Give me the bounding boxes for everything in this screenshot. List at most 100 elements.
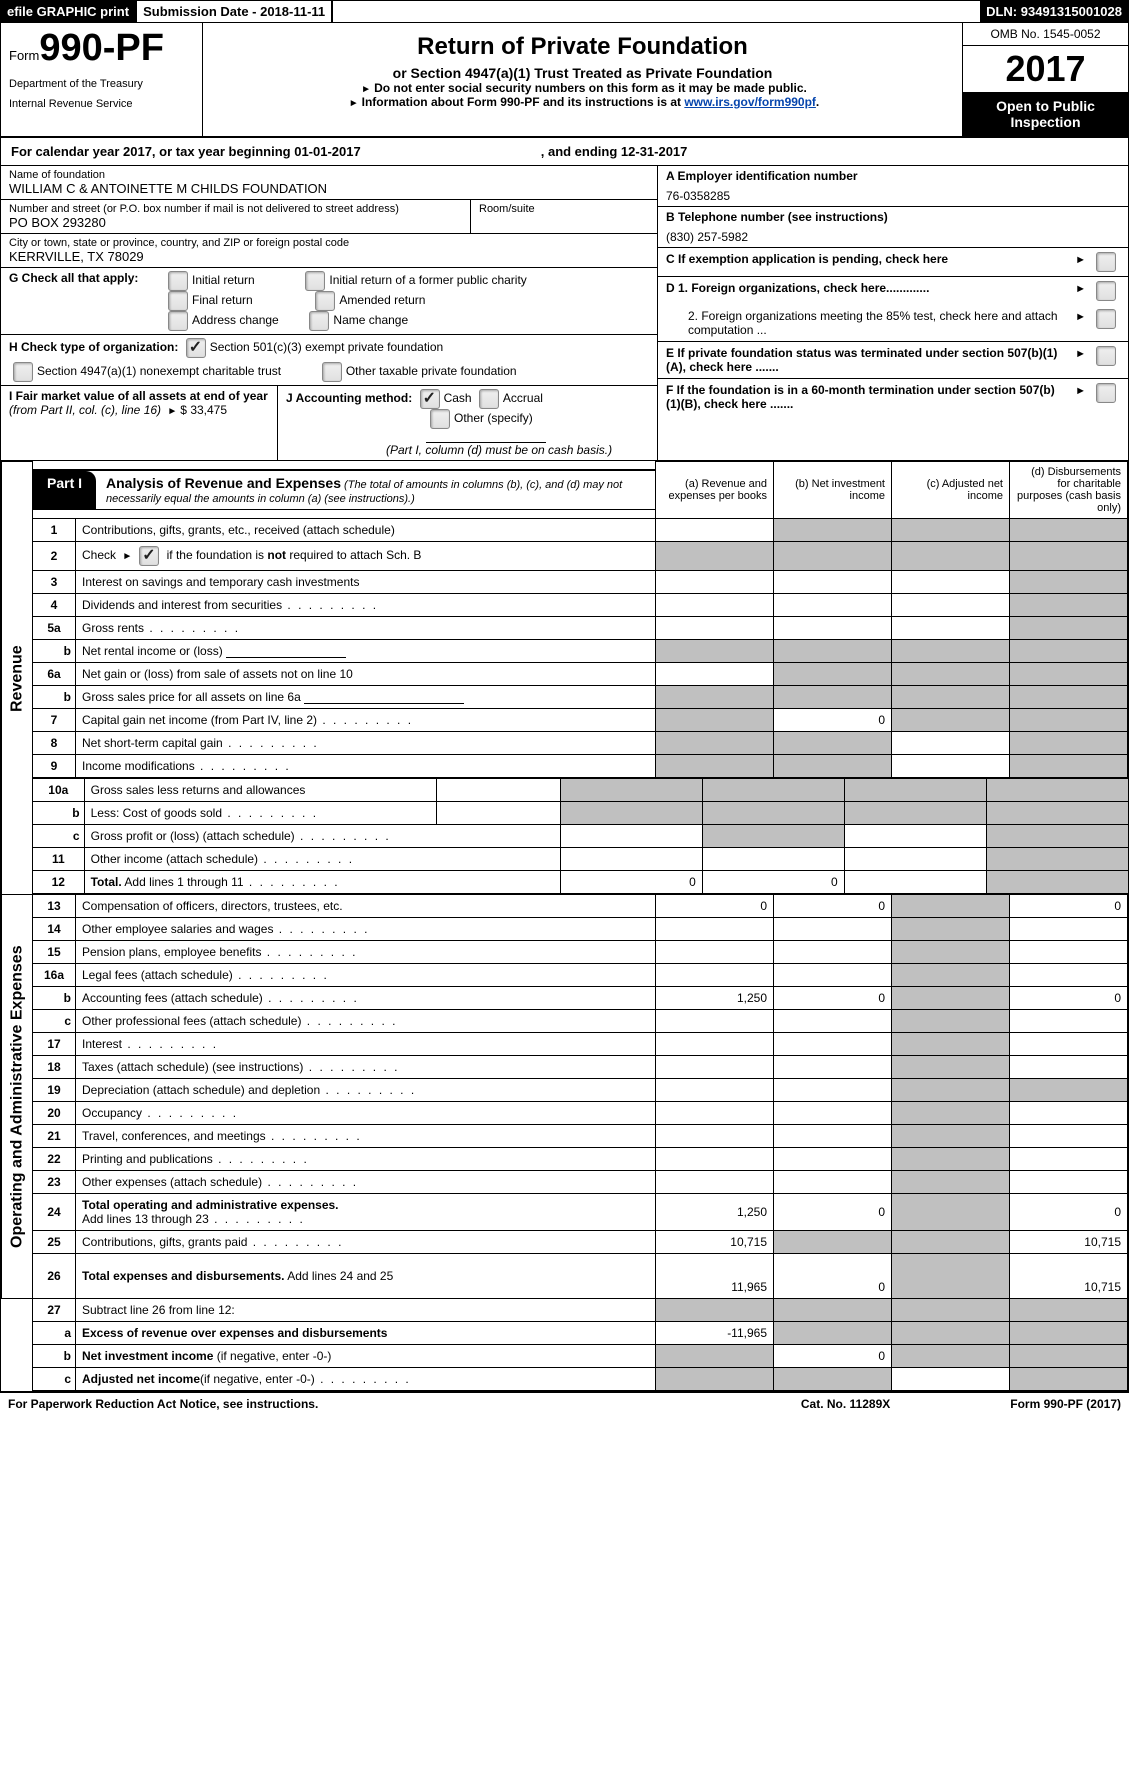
chk-no-schb[interactable] (139, 546, 159, 566)
chk-foreign-85[interactable] (1096, 309, 1116, 329)
row-7: 7Capital gain net income (from Part IV, … (2, 709, 1128, 732)
section-c: C If exemption application is pending, c… (658, 248, 1128, 277)
row-27b: bNet investment income (if negative, ent… (2, 1345, 1128, 1368)
row-6a: 6aNet gain or (loss) from sale of assets… (2, 663, 1128, 686)
chk-foreign-org[interactable] (1096, 281, 1116, 301)
chk-amended-return[interactable] (315, 291, 335, 311)
chk-4947[interactable] (13, 362, 33, 382)
row-21: 21Travel, conferences, and meetings (2, 1125, 1128, 1148)
footer-mid: Cat. No. 11289X (801, 1397, 890, 1411)
open-inspection: Open to Public Inspection (963, 92, 1128, 136)
foundation-name-cell: Name of foundation WILLIAM C & ANTOINETT… (1, 166, 657, 200)
footer-left: For Paperwork Reduction Act Notice, see … (8, 1397, 318, 1411)
chk-initial-return[interactable] (168, 271, 188, 291)
form-number: 990-PF (39, 27, 164, 69)
chk-initial-former[interactable] (305, 271, 325, 291)
row-5a: 5aGross rents (2, 617, 1128, 640)
form-header: Form990-PF Department of the Treasury In… (1, 23, 1128, 138)
city-cell: City or town, state or province, country… (1, 234, 657, 268)
chk-accrual[interactable] (479, 389, 499, 409)
dln: DLN: 93491315001028 (980, 1, 1128, 22)
col-d-header: (d) Disbursements for charitable purpose… (1010, 462, 1128, 519)
row-9: 9Income modifications (2, 755, 1128, 778)
row-2: 2Check if the foundation is not required… (2, 542, 1128, 571)
section-i: I Fair market value of all assets at end… (1, 386, 278, 460)
section-e: E If private foundation status was termi… (658, 342, 1128, 379)
row-16c: cOther professional fees (attach schedul… (2, 1010, 1128, 1033)
part1-desc: Analysis of Revenue and Expenses (The to… (96, 471, 655, 509)
chk-final-return[interactable] (168, 291, 188, 311)
section-d2: 2. Foreign organizations meeting the 85%… (658, 305, 1128, 342)
header-center: Return of Private Foundation or Section … (203, 23, 963, 136)
row-14: 14Other employee salaries and wages (2, 918, 1128, 941)
row-4: 4Dividends and interest from securities (2, 594, 1128, 617)
chk-exemption-pending[interactable] (1096, 252, 1116, 272)
top-bar: efile GRAPHIC print Submission Date - 20… (1, 1, 1128, 23)
row-18: 18Taxes (attach schedule) (see instructi… (2, 1056, 1128, 1079)
row-10abc-11-12: 10aGross sales less returns and allowanc… (2, 778, 1128, 895)
chk-501c3[interactable] (186, 338, 206, 358)
form-prefix: Form (9, 48, 39, 63)
chk-terminated[interactable] (1096, 346, 1116, 366)
room-cell: Room/suite (471, 200, 657, 233)
header-right: OMB No. 1545-0052 2017 Open to Public In… (963, 23, 1128, 136)
row-25: 25Contributions, gifts, grants paid10,71… (2, 1231, 1128, 1254)
efile-tag: efile GRAPHIC print (1, 1, 137, 22)
section-j: J Accounting method: Cash Accrual Other … (278, 386, 657, 460)
col-b-header: (b) Net investment income (774, 462, 892, 519)
chk-other-method[interactable] (430, 409, 450, 429)
form-subtitle: or Section 4947(a)(1) Trust Treated as P… (213, 65, 952, 81)
side-revenue: Revenue (2, 462, 33, 895)
tax-year: 2017 (963, 46, 1128, 92)
part1-tag: Part I (33, 471, 96, 509)
chk-other-taxable[interactable] (322, 362, 342, 382)
calendar-year-line: For calendar year 2017, or tax year begi… (1, 138, 1128, 166)
chk-cash[interactable] (420, 389, 440, 409)
part1-table: Revenue Part I Analysis of Revenue and E… (1, 461, 1128, 1391)
row-1: 1Contributions, gifts, grants, etc., rec… (2, 519, 1128, 542)
row-16a: 16aLegal fees (attach schedule) (2, 964, 1128, 987)
col-a-header: (a) Revenue and expenses per books (656, 462, 774, 519)
section-d1: D 1. Foreign organizations, check here..… (658, 277, 1128, 305)
form-title: Return of Private Foundation (213, 33, 952, 61)
form-note2: Information about Form 990-PF and its in… (213, 95, 952, 109)
form-note1: Do not enter social security numbers on … (213, 81, 952, 95)
footer-right: Form 990-PF (2017) (1010, 1397, 1121, 1411)
row-20: 20Occupancy (2, 1102, 1128, 1125)
section-h: H Check type of organization: Section 50… (1, 335, 657, 386)
instructions-link[interactable]: www.irs.gov/form990pf (684, 95, 816, 109)
dept1: Department of the Treasury (9, 78, 194, 90)
form-page: efile GRAPHIC print Submission Date - 20… (0, 0, 1129, 1392)
row-8: 8Net short-term capital gain (2, 732, 1128, 755)
row-17: 17Interest (2, 1033, 1128, 1056)
row-19: 19Depreciation (attach schedule) and dep… (2, 1079, 1128, 1102)
header-left: Form990-PF Department of the Treasury In… (1, 23, 203, 136)
identity-block: Name of foundation WILLIAM C & ANTOINETT… (1, 166, 1128, 461)
section-f: F If the foundation is in a 60-month ter… (658, 379, 1128, 415)
row-22: 22Printing and publications (2, 1148, 1128, 1171)
row-26: 26Total expenses and disbursements. Add … (2, 1254, 1128, 1299)
chk-60month[interactable] (1096, 383, 1116, 403)
row-3: 3Interest on savings and temporary cash … (2, 571, 1128, 594)
row-24: 24Total operating and administrative exp… (2, 1194, 1128, 1231)
row-27c: cAdjusted net income(if negative, enter … (2, 1368, 1128, 1391)
row-5b: bNet rental income or (loss) (2, 640, 1128, 663)
row-6b: bGross sales price for all assets on lin… (2, 686, 1128, 709)
row-23: 23Other expenses (attach schedule) (2, 1171, 1128, 1194)
row-27: 27Subtract line 26 from line 12: (2, 1299, 1128, 1322)
omb-number: OMB No. 1545-0052 (963, 23, 1128, 46)
submission-date: Submission Date - 2018-11-11 (137, 1, 333, 22)
phone-cell: B Telephone number (see instructions) (8… (658, 207, 1128, 248)
ein-cell: A Employer identification number 76-0358… (658, 166, 1128, 207)
page-footer: For Paperwork Reduction Act Notice, see … (0, 1392, 1129, 1415)
chk-address-change[interactable] (168, 311, 188, 331)
row-16b: bAccounting fees (attach schedule)1,2500… (2, 987, 1128, 1010)
side-expenses: Operating and Administrative Expenses (2, 895, 33, 1299)
section-g: G Check all that apply: Initial return I… (1, 268, 657, 335)
dept2: Internal Revenue Service (9, 98, 194, 110)
row-27a: aExcess of revenue over expenses and dis… (2, 1322, 1128, 1345)
chk-name-change[interactable] (309, 311, 329, 331)
row-15: 15Pension plans, employee benefits (2, 941, 1128, 964)
address-cell: Number and street (or P.O. box number if… (1, 200, 471, 233)
col-c-header: (c) Adjusted net income (892, 462, 1010, 519)
